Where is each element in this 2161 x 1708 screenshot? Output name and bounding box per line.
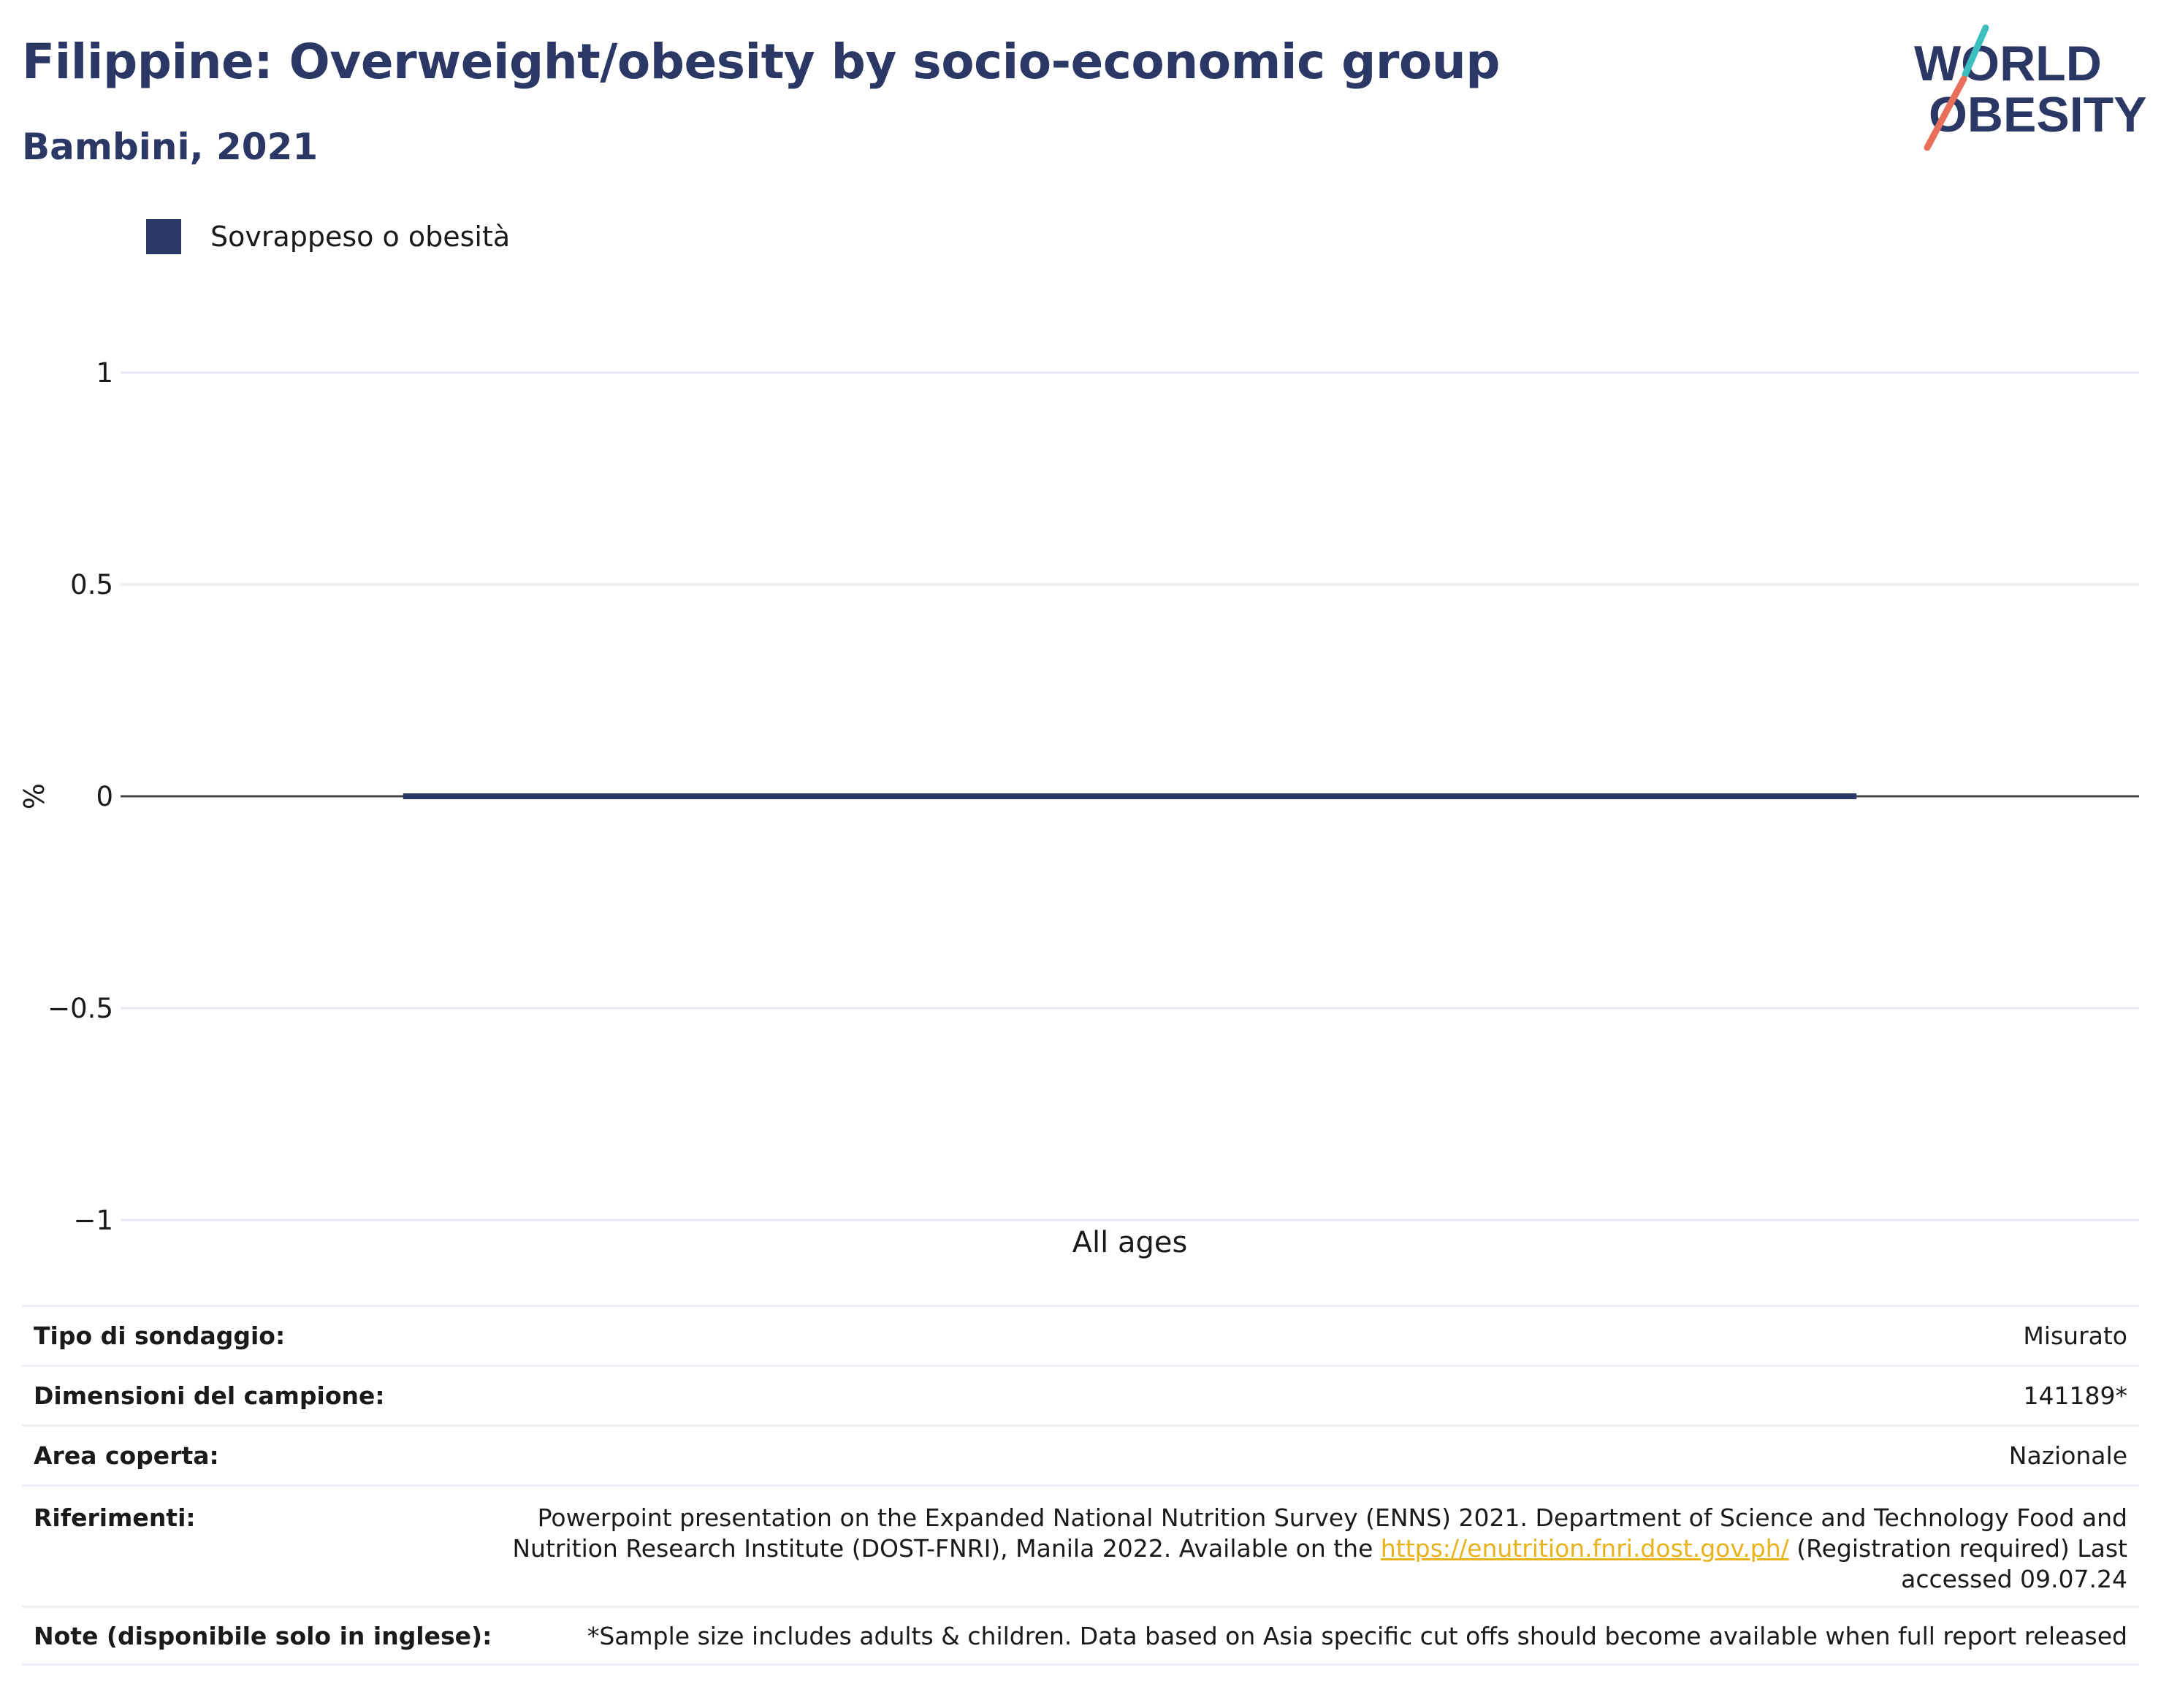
reference-line-2b: (Registration required) Last <box>1788 1534 2127 1563</box>
meta-value-references: Powerpoint presentation on the Expanded … <box>512 1503 2127 1595</box>
meta-value: Misurato <box>2023 1322 2127 1350</box>
meta-label: Riferimenti: <box>34 1503 196 1532</box>
logo-text-world: WORLD <box>1914 36 2102 91</box>
meta-label: Area coperta: <box>34 1441 219 1470</box>
y-axis-label: % <box>18 783 50 809</box>
bar <box>403 793 1857 799</box>
reference-link[interactable]: https://enutrition.fnri.dost.gov.ph/ <box>1380 1534 1789 1563</box>
meta-row-survey-type: Tipo di sondaggio: Misurato <box>22 1305 2139 1365</box>
x-tick-labels: All ages <box>1072 1226 1188 1259</box>
y-tick-label: 0.5 <box>70 569 113 601</box>
logo-slash-coral <box>1924 75 1967 151</box>
meta-value: *Sample size includes adults & children.… <box>587 1621 2127 1650</box>
meta-label: Tipo di sondaggio: <box>34 1322 286 1350</box>
reference-line-2a: Nutrition Research Institute (DOST-FNRI)… <box>512 1534 1381 1563</box>
meta-row-references: Riferimenti: Powerpoint presentation on … <box>22 1484 2139 1606</box>
reference-line-3: accessed 09.07.24 <box>1901 1565 2127 1593</box>
chart-legend[interactable]: Sovrappeso o obesità <box>146 216 510 257</box>
y-tick-label: −1 <box>73 1205 113 1236</box>
page-title: Filippine: Overweight/obesity by socio-e… <box>22 34 1500 90</box>
world-obesity-logo: WORLD OBESITY <box>1914 24 2147 151</box>
logo-text-obesity: OBESITY <box>1929 87 2147 142</box>
bars <box>403 793 1857 799</box>
legend-label: Sovrappeso o obesità <box>210 221 511 253</box>
y-tick-label: 0 <box>96 781 113 812</box>
meta-label: Note (disponibile solo in inglese): <box>34 1621 492 1650</box>
meta-row-area: Area coperta: Nazionale <box>22 1425 2139 1484</box>
meta-label: Dimensioni del campione: <box>34 1381 385 1410</box>
logo-slash-teal <box>1962 24 1989 78</box>
x-tick-label: All ages <box>1072 1226 1188 1259</box>
y-tick-label: 1 <box>96 357 113 389</box>
bar-chart: 1 0.5 0 −0.5 −1 % All ages <box>18 357 2139 1259</box>
reference-line-1: Powerpoint presentation on the Expanded … <box>537 1503 2127 1532</box>
meta-value: 141189* <box>2023 1381 2127 1410</box>
meta-row-sample-size: Dimensioni del campione: 141189* <box>22 1365 2139 1425</box>
legend-swatch <box>146 219 181 254</box>
meta-value: Nazionale <box>2008 1441 2127 1470</box>
y-tick-label: −0.5 <box>47 993 113 1024</box>
y-tick-labels: 1 0.5 0 −0.5 −1 <box>47 357 113 1236</box>
page-subtitle: Bambini, 2021 <box>22 126 319 168</box>
meta-row-notes: Note (disponibile solo in inglese): *Sam… <box>22 1606 2139 1666</box>
metadata-table: Tipo di sondaggio: Misurato Dimensioni d… <box>22 1305 2139 1666</box>
